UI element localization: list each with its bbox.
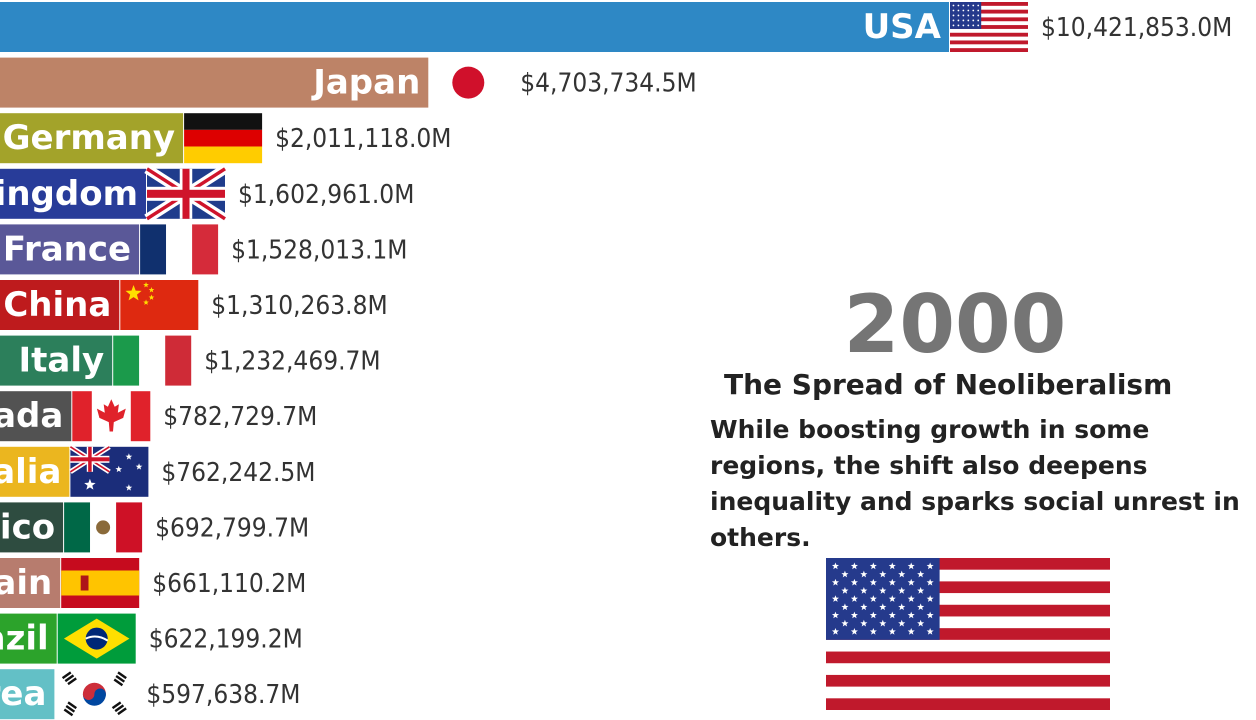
- year-label: 2000: [843, 278, 1067, 371]
- bar: [0, 335, 113, 386]
- value-label: $1,232,469.7M: [204, 347, 380, 377]
- bar-row: China $1,310,263.8M: [0, 280, 388, 330]
- bar: [0, 2, 949, 52]
- china-flag: [120, 280, 199, 330]
- bar-label: Spain: [0, 563, 52, 603]
- australia-flag: [69, 444, 149, 497]
- uk-flag: [144, 164, 228, 224]
- value-label: $1,528,013.1M: [231, 235, 407, 265]
- value-label: $661,110.2M: [152, 569, 306, 599]
- brazil-flag: [57, 613, 136, 664]
- bar-row: Mexico $692,799.7M: [0, 502, 309, 553]
- italy-flag: [113, 335, 192, 386]
- bar-row: Brazil $622,199.2M: [0, 613, 303, 664]
- bar-label: China: [3, 285, 111, 325]
- bar-label: Brazil: [0, 619, 49, 659]
- bar-row: Italy $1,232,469.7M: [0, 335, 381, 386]
- bar-label: Canada: [0, 396, 63, 436]
- bar: [0, 446, 70, 497]
- bar-label: Japan: [311, 63, 420, 103]
- bar-row: Canada $782,729.7M: [0, 391, 317, 442]
- headline: The Spread of Neoliberalism: [724, 368, 1173, 401]
- value-label: $762,242.5M: [161, 458, 315, 488]
- bar-label: USA: [863, 7, 942, 47]
- value-label: $1,310,263.8M: [211, 291, 387, 321]
- bar: [0, 613, 57, 664]
- france-flag: [140, 224, 219, 275]
- bar-row: Japan $4,703,734.5M: [0, 57, 697, 108]
- bar: [0, 280, 120, 330]
- bar-label: Mexico: [0, 507, 55, 547]
- value-label: $622,199.2M: [149, 625, 303, 655]
- us-flag-large: [826, 558, 1110, 710]
- bar-label: Germany: [3, 118, 175, 158]
- bar-row: United Kingdom $1,602,961.0M: [0, 164, 414, 224]
- description: While boosting growth in some regions, t…: [710, 415, 1240, 552]
- bar-label: South Korea: [0, 674, 46, 714]
- bar-label: Italy: [19, 341, 105, 381]
- value-label: $10,421,853.0M: [1041, 13, 1232, 43]
- bar-label: United Kingdom: [0, 174, 138, 214]
- us-flag: [950, 2, 1028, 52]
- bar-label: France: [3, 229, 131, 269]
- germany-flag: [184, 113, 263, 164]
- value-label: $1,602,961.0M: [238, 180, 414, 210]
- bar-row: Australia $762,242.5M: [0, 444, 315, 497]
- japan-flag: [429, 57, 508, 108]
- bar-label: Australia: [0, 452, 61, 492]
- value-label: $4,703,734.5M: [520, 69, 696, 99]
- spain-flag: [61, 558, 140, 608]
- bar-row: France $1,528,013.1M: [0, 224, 407, 275]
- bar-row: Germany $2,011,118.0M: [0, 113, 451, 164]
- value-label: $692,799.7M: [155, 513, 309, 543]
- bar: [0, 669, 55, 720]
- bar-row: South Korea $597,638.7M: [0, 669, 300, 720]
- value-label: $597,638.7M: [146, 680, 300, 710]
- bar: [0, 224, 140, 275]
- bar: [0, 558, 61, 608]
- bar: [0, 391, 72, 442]
- bar: [0, 168, 146, 219]
- value-label: $2,011,118.0M: [275, 124, 451, 154]
- value-label: $782,729.7M: [163, 402, 317, 432]
- south-korea-flag: [55, 669, 134, 720]
- bar-row: Spain $661,110.2M: [0, 558, 306, 608]
- bar: [0, 502, 64, 553]
- bar-row: USA $10,421,853.0M: [0, 2, 1232, 52]
- mexico-flag: [64, 502, 143, 553]
- bar: [0, 113, 184, 164]
- bar: [0, 57, 429, 108]
- canada-flag: [72, 391, 151, 442]
